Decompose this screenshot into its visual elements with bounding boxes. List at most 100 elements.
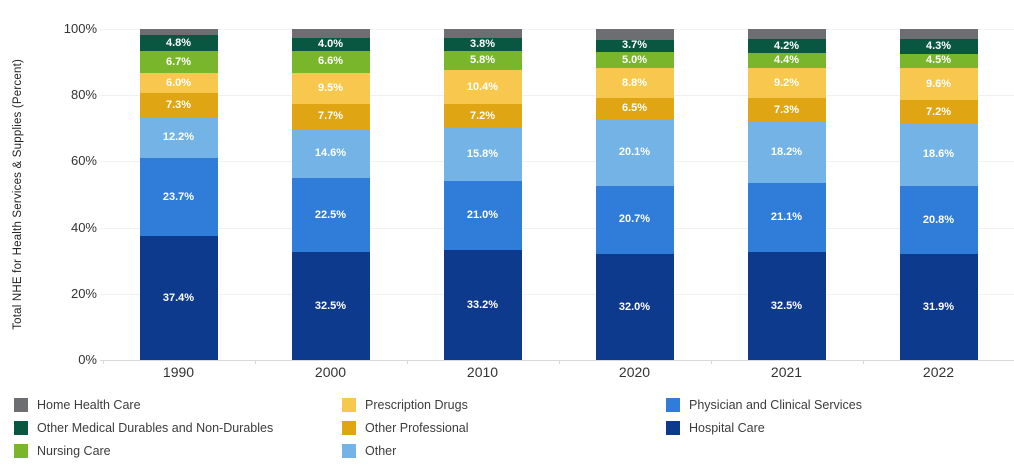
legend-column: Home Health Care Other Medical Durables a… [14, 393, 273, 462]
bar-segment[interactable]: 8.8% [595, 68, 674, 98]
bar-segment[interactable]: 32.0% [595, 254, 674, 360]
legend-item[interactable]: Home Health Care [14, 393, 273, 416]
bar-segment[interactable]: 9.6% [899, 68, 978, 101]
bar-segment[interactable]: 22.5% [291, 177, 370, 253]
bar-segment[interactable]: 3.8% [443, 38, 522, 51]
x-tick-label: 2010 [466, 364, 499, 380]
segment-data-label: 4.5% [925, 54, 952, 67]
segment-data-label: 15.8% [466, 147, 499, 160]
legend-item[interactable]: Hospital Care [666, 416, 862, 439]
segment-data-label: 21.1% [770, 211, 803, 224]
bar-segment[interactable]: 21.1% [747, 182, 826, 253]
bar-segment[interactable]: 23.7% [139, 157, 218, 237]
bar-segment[interactable]: 31.9% [899, 254, 978, 360]
y-tick-label: 20% [70, 285, 97, 301]
legend-label: Home Health Care [37, 397, 141, 412]
segment-data-label: 14.6% [314, 147, 347, 160]
legend-label: Prescription Drugs [365, 397, 468, 412]
legend-column: Physician and Clinical Services Hospital … [666, 393, 862, 439]
segment-data-label: 9.2% [773, 76, 800, 89]
bar-segment[interactable]: 9.2% [747, 67, 826, 99]
bar-segment[interactable]: 7.3% [747, 98, 826, 123]
legend-item[interactable]: Other Professional [342, 416, 469, 439]
bar-segment[interactable]: 20.1% [595, 119, 674, 186]
bar-segment[interactable]: 9.5% [291, 72, 370, 105]
segment-data-label: 9.5% [317, 81, 344, 94]
bar-segment[interactable]: 6.6% [291, 50, 370, 73]
bar-segment[interactable]: 18.6% [899, 124, 978, 186]
gridline [100, 161, 1014, 163]
plot-area: 37.4% 23.7% 12.2% 7.3% 6.0% 6.7% 4.8% 32.5% 22.5… [0, 29, 1014, 364]
legend-item[interactable]: Other [342, 439, 469, 462]
segment-data-label: 9.6% [925, 77, 952, 90]
bar-segment[interactable] [595, 29, 674, 40]
bar-segment[interactable]: 37.4% [139, 236, 218, 360]
segment-data-label: 3.7% [621, 39, 648, 52]
segment-data-label: 21.0% [466, 208, 499, 221]
bar-segment[interactable]: 4.8% [139, 35, 218, 52]
segment-data-label: 4.8% [165, 36, 192, 49]
gridline [100, 29, 1014, 30]
x-tick-label: 2022 [922, 364, 955, 380]
bar-segment[interactable]: 20.7% [595, 185, 674, 255]
segment-data-label: 32.5% [770, 299, 803, 312]
bar-segment[interactable] [899, 29, 978, 40]
segment-data-label: 23.7% [162, 190, 195, 203]
segment-data-label: 7.7% [317, 110, 344, 123]
bar-segment[interactable]: 15.8% [443, 128, 522, 181]
bar-segment[interactable]: 14.6% [291, 129, 370, 178]
bar-2021: 32.5% 21.1% 18.2% 7.3% 9.2% 4.4% 4.2% [747, 29, 826, 360]
bar-segment[interactable]: 32.5% [291, 252, 370, 360]
segment-data-label: 6.6% [317, 55, 344, 68]
segment-data-label: 32.0% [618, 300, 651, 313]
segment-data-label: 20.8% [922, 213, 955, 226]
legend-swatch [666, 397, 680, 412]
bar-segment[interactable]: 5.8% [443, 50, 522, 71]
bar-segment[interactable]: 21.0% [443, 180, 522, 251]
bar-segment[interactable]: 33.2% [443, 250, 522, 360]
bar-segment[interactable] [139, 29, 218, 36]
bar-segment[interactable]: 7.3% [139, 93, 218, 118]
segment-data-label: 37.4% [162, 291, 195, 304]
segment-data-label: 5.8% [469, 53, 496, 66]
bar-segment[interactable]: 7.7% [291, 104, 370, 130]
segment-data-label: 18.2% [770, 145, 803, 158]
legend-swatch [342, 397, 356, 412]
bar-segment[interactable]: 20.8% [899, 185, 978, 255]
legend-item[interactable]: Nursing Care [14, 439, 273, 462]
bar-segment[interactable]: 18.2% [747, 122, 826, 183]
y-tick-label: 100% [63, 21, 97, 36]
bar-segment[interactable] [747, 29, 826, 40]
legend-item[interactable]: Other Medical Durables and Non-Durables [14, 416, 273, 439]
bar-segment[interactable] [443, 29, 522, 39]
bar-segment[interactable]: 6.7% [139, 51, 218, 74]
bar-segment[interactable]: 6.5% [595, 97, 674, 120]
bar-segment[interactable]: 32.5% [747, 252, 826, 360]
bar-segment[interactable]: 4.4% [747, 53, 826, 68]
segment-data-label: 7.2% [469, 109, 496, 122]
segment-data-label: 18.6% [922, 148, 955, 161]
bar-segment[interactable]: 7.2% [899, 100, 978, 125]
segment-data-label: 4.4% [773, 54, 800, 66]
legend-item[interactable]: Physician and Clinical Services [666, 393, 862, 416]
gridline [100, 227, 1014, 229]
x-tick-label: 1990 [162, 364, 195, 380]
bar-segment[interactable]: 4.5% [899, 53, 978, 69]
bar-1990: 37.4% 23.7% 12.2% 7.3% 6.0% 6.7% 4.8% [139, 29, 218, 360]
bar-segment[interactable]: 4.2% [747, 39, 826, 54]
bar-segment[interactable] [291, 29, 370, 38]
bar-segment[interactable]: 5.0% [595, 51, 674, 69]
bar-segment[interactable]: 10.4% [443, 70, 522, 105]
segment-data-label: 6.7% [165, 55, 192, 68]
legend-item[interactable]: Prescription Drugs [342, 393, 469, 416]
bar-segment[interactable]: 4.0% [291, 37, 370, 51]
bar-segment[interactable]: 12.2% [139, 117, 218, 158]
bar-segment[interactable]: 7.2% [443, 104, 522, 129]
bar-segment[interactable]: 6.0% [139, 73, 218, 94]
x-axis-tick [862, 360, 864, 364]
segment-data-label: 4.0% [317, 37, 344, 50]
bar-segment[interactable]: 4.3% [899, 39, 978, 54]
legend-label: Hospital Care [689, 420, 765, 435]
bar-segment[interactable]: 3.7% [595, 39, 674, 52]
